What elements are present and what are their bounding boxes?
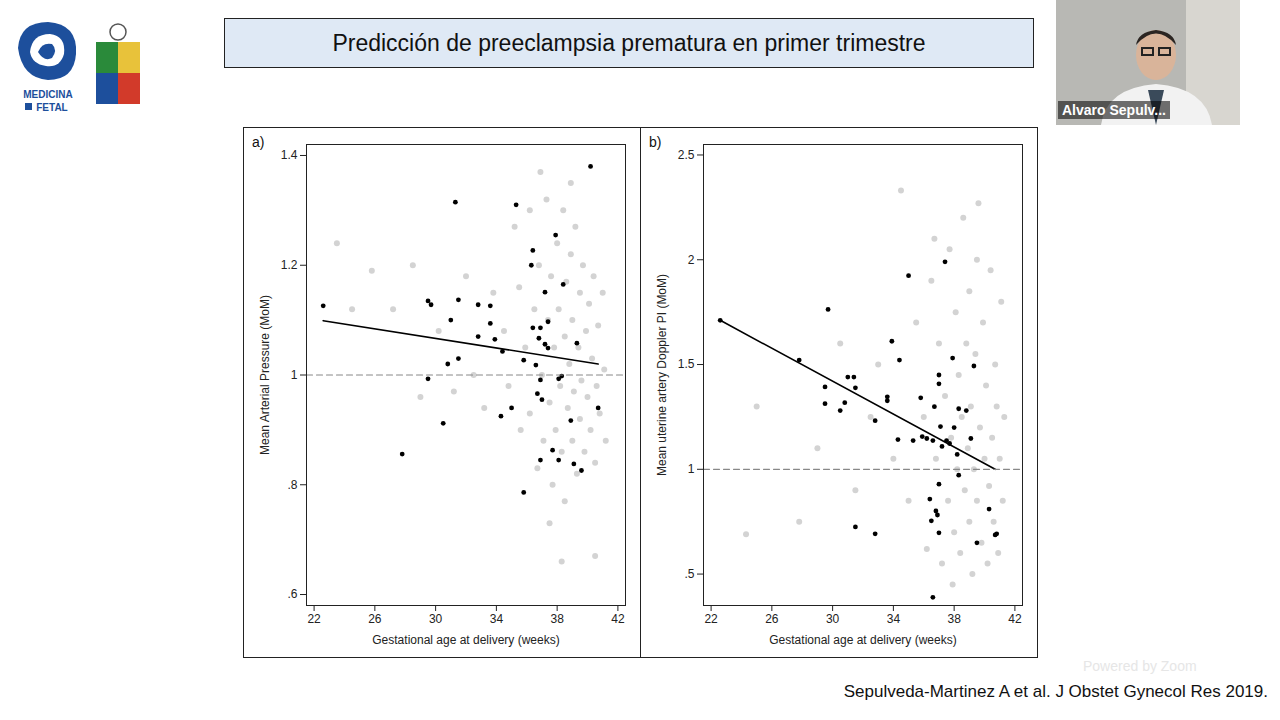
svg-text:FETAL: FETAL (36, 102, 67, 113)
svg-text:22: 22 (307, 612, 321, 626)
svg-text:42: 42 (611, 612, 625, 626)
svg-text:34: 34 (887, 612, 901, 626)
svg-text:.5: .5 (684, 567, 694, 581)
html-text:b): b) (649, 134, 662, 150)
svg-text:Gestational age at delivery (w: Gestational age at delivery (weeks) (372, 633, 559, 647)
svg-text:1: 1 (688, 462, 695, 476)
svg-text:26: 26 (368, 612, 382, 626)
svg-text:30: 30 (826, 612, 840, 626)
html-text:Predicción de preeclampsia pre: Predicción de preeclampsia prematura en … (332, 29, 926, 56)
html-text:Powered by Zoom: Powered by Zoom (1083, 658, 1197, 674)
html-text:Sepulveda-Martinez A et al. J: Sepulveda-Martinez A et al. J Obstet Gyn… (843, 682, 1268, 701)
svg-text:42: 42 (1008, 612, 1022, 626)
svg-text:30: 30 (429, 612, 443, 626)
svg-text:38: 38 (550, 612, 564, 626)
svg-text:1.2: 1.2 (281, 258, 298, 272)
svg-text:34: 34 (490, 612, 504, 626)
svg-text:2: 2 (688, 253, 695, 267)
svg-text:Mean Arterial Pressure (MoM): Mean Arterial Pressure (MoM) (258, 295, 272, 455)
svg-text:1.4: 1.4 (281, 148, 298, 162)
svg-text:Gestational age at delivery (w: Gestational age at delivery (weeks) (769, 633, 956, 647)
svg-text:1: 1 (291, 368, 298, 382)
svg-text:Mean uterine artery Doppler PI: Mean uterine artery Doppler PI (MoM) (655, 274, 669, 476)
svg-text:26: 26 (765, 612, 779, 626)
svg-text:1.5: 1.5 (678, 357, 695, 371)
svg-text:22: 22 (704, 612, 718, 626)
html-text:Alvaro Sepulv...: Alvaro Sepulv... (1062, 102, 1166, 118)
svg-text:MEDICINA: MEDICINA (23, 89, 72, 100)
svg-text:38: 38 (947, 612, 961, 626)
svg-text:2.5: 2.5 (678, 148, 695, 162)
svg-text:.6: .6 (287, 587, 297, 601)
html-text:a): a) (252, 134, 265, 150)
svg-text:.8: .8 (287, 478, 297, 492)
